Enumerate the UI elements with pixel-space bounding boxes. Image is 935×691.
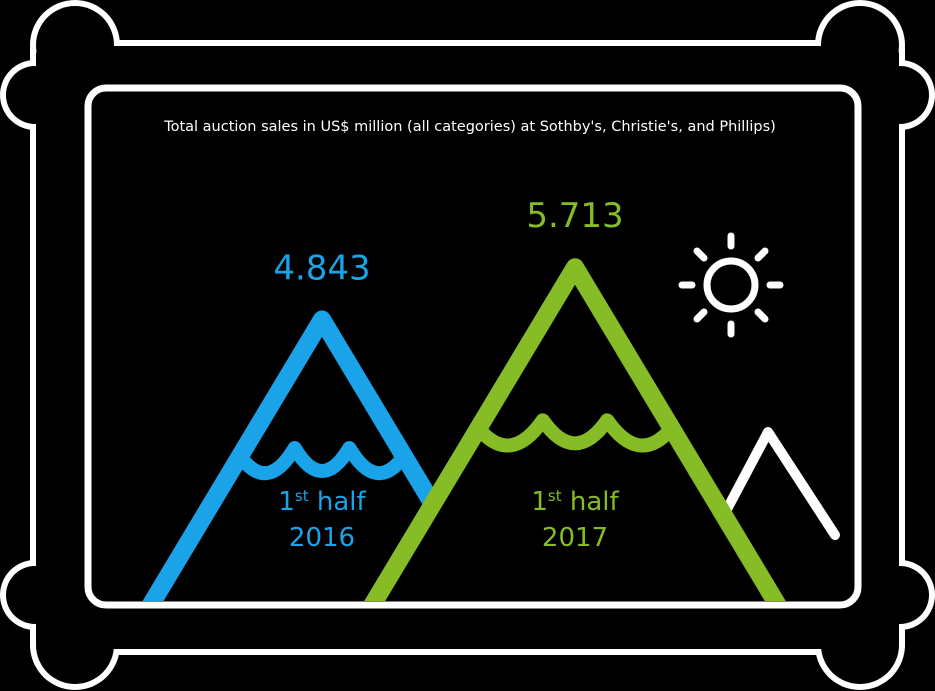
sun-icon: [678, 232, 784, 338]
value-label: 4.843: [273, 248, 370, 288]
category-label: 1st half 2016: [278, 487, 366, 553]
mountains: [138, 258, 790, 601]
chart-title: Total auction sales in US$ million (all …: [163, 119, 776, 135]
snow-line: [472, 413, 678, 453]
category-label: 1st half 2017: [531, 487, 619, 553]
value-label: 5.713: [526, 196, 623, 236]
inner-frame: [84, 84, 862, 609]
snow-line: [234, 440, 410, 480]
